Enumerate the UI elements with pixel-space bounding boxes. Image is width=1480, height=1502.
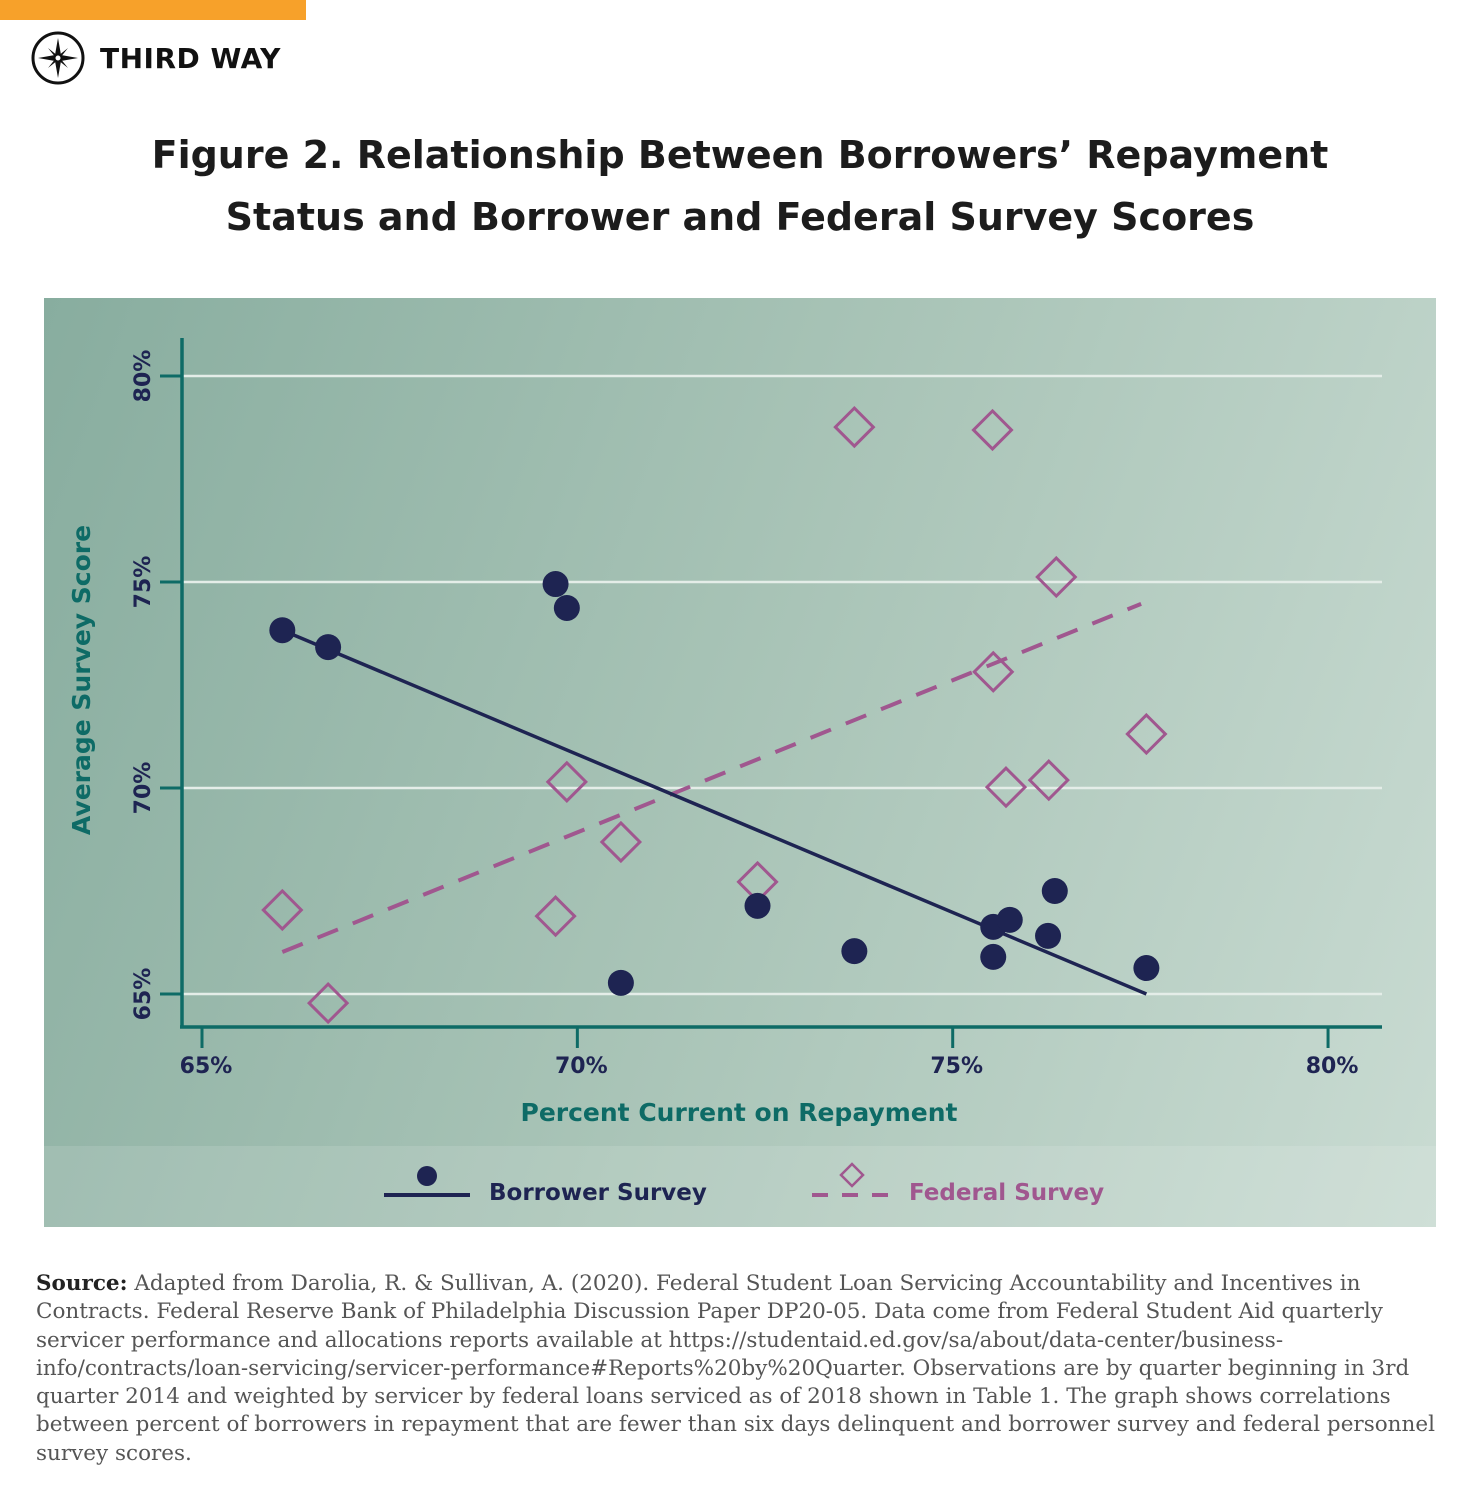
borrower-point — [542, 571, 569, 598]
y-tick-label: 75% — [131, 556, 156, 609]
borrower-point — [1035, 922, 1062, 949]
borrower-point — [744, 892, 771, 919]
borrower-trend-line — [281, 628, 1148, 996]
x-tick-label: 70% — [555, 1054, 608, 1079]
borrower-point — [607, 969, 634, 996]
federal-point — [984, 766, 1028, 809]
federal-point — [971, 408, 1014, 452]
title-line-2: Status and Borrower and Federal Survey S… — [225, 195, 1255, 239]
legend-federal-label: Federal Survey — [909, 1180, 1104, 1206]
y-axis-title: Average Survey Score — [67, 525, 96, 835]
legend-borrower-label: Borrower Survey — [489, 1180, 707, 1206]
borrower-point — [996, 906, 1023, 933]
x-tick-label: 75% — [930, 1054, 983, 1079]
compass-icon — [31, 31, 85, 85]
y-tick-label: 80% — [131, 350, 156, 403]
chart-area: 65% 70% 75% 80% 65% 70% 75% 80% Percent Current … — [44, 298, 1436, 1227]
borrower-point — [980, 943, 1007, 970]
federal-point — [261, 888, 304, 932]
brand-accent-bar — [0, 0, 306, 20]
legend-band — [44, 1146, 1436, 1227]
brand-name: THIRD WAY — [100, 41, 281, 75]
federal-point — [1125, 712, 1168, 756]
x-tick-label: 80% — [1306, 1054, 1359, 1079]
federal-point — [599, 820, 643, 864]
title-line-1: Figure 2. Relationship Between Borrowers… — [151, 133, 1329, 177]
scatter-plot: 65% 70% 75% 80% 65% 70% 75% 80% Percent Current … — [67, 338, 1382, 1206]
source-label: Source: — [36, 1271, 128, 1296]
legend-borrower-marker — [417, 1166, 437, 1186]
federal-point — [1035, 555, 1078, 599]
source-note: Source: Adapted from Darolia, R. & Sulli… — [36, 1270, 1451, 1468]
figure-title: Figure 2. Relationship Between Borrowers… — [0, 124, 1480, 248]
borrower-point — [841, 938, 868, 965]
federal-trend-line — [281, 601, 1142, 954]
borrower-point — [553, 594, 580, 621]
federal-point — [534, 895, 577, 938]
federal-point — [972, 650, 1015, 693]
borrower-point — [269, 617, 296, 644]
borrower-point — [315, 634, 342, 661]
federal-point — [545, 760, 588, 803]
brand-logo: THIRD WAY — [30, 30, 281, 86]
federal-point — [306, 981, 350, 1025]
y-tick-label: 65% — [131, 968, 156, 1021]
source-text: Adapted from Darolia, R. & Sullivan, A. … — [36, 1271, 1435, 1466]
borrower-point — [1041, 878, 1068, 904]
x-tick-label: 65% — [180, 1054, 233, 1079]
federal-point — [1027, 759, 1070, 802]
federal-point — [833, 405, 876, 449]
borrower-point — [1133, 955, 1160, 982]
y-tick-label: 70% — [131, 762, 156, 815]
x-axis-title: Percent Current on Repayment — [521, 1098, 958, 1127]
legend-federal-marker — [839, 1162, 865, 1188]
